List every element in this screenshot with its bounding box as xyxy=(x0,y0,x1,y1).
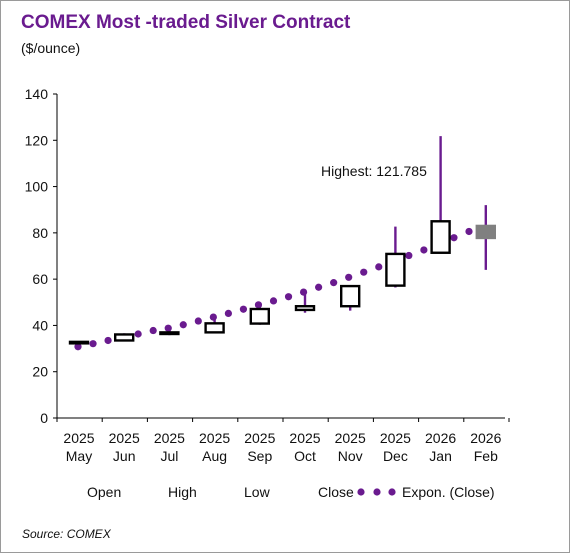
trend-dot xyxy=(345,273,353,281)
x-tick-label-year: 2026 xyxy=(470,430,501,446)
x-tick-label-year: 2025 xyxy=(154,430,185,446)
y-tick-label: 0 xyxy=(40,410,48,426)
trend-dot xyxy=(315,283,323,291)
candle-body xyxy=(204,322,225,334)
x-tick-label-month: Nov xyxy=(338,448,363,464)
trend-dot xyxy=(420,246,428,254)
candle-series xyxy=(68,136,496,345)
unit-label: ($/ounce) xyxy=(21,40,81,56)
trend-dot xyxy=(269,297,278,305)
candle-body xyxy=(159,331,180,336)
legend-trend-marker xyxy=(388,488,396,496)
trend-dot xyxy=(104,336,112,345)
x-tick-label-year: 2025 xyxy=(289,430,320,446)
x-tick-label-year: 2025 xyxy=(244,430,275,446)
trend-dot xyxy=(284,293,293,301)
trend-dot xyxy=(224,309,232,317)
y-tick-label: 60 xyxy=(32,271,48,287)
source-note: Source: COMEX xyxy=(22,527,111,541)
y-tick-label: 80 xyxy=(32,225,48,241)
candle-body xyxy=(430,220,451,254)
trend-dot xyxy=(149,326,157,335)
trend-dot xyxy=(375,263,383,271)
x-tick-label-month: May xyxy=(66,448,92,464)
y-axis: 0 20 40 60 80 100 120 140 xyxy=(25,86,58,426)
chart-title: COMEX Most -traded Silver Contract xyxy=(21,12,351,33)
legend-trend-marker xyxy=(357,488,365,496)
legend-high: High xyxy=(168,484,197,500)
annotations: Highest: 121.785 xyxy=(321,163,427,179)
legend-low: Low xyxy=(244,484,271,500)
x-tick-label-month: Aug xyxy=(202,448,227,464)
candle-body xyxy=(475,224,496,240)
trend-dot xyxy=(209,313,217,321)
legend-close: Close xyxy=(318,484,354,500)
x-axis: 2025 May 2025 Jun 2025 Jul 2025 Aug 2025 Sep 2025 O… xyxy=(56,417,510,464)
y-tick-label: 40 xyxy=(32,317,48,333)
trend-dot xyxy=(465,227,473,236)
trend-dot xyxy=(405,251,413,260)
trend-dot xyxy=(330,279,338,287)
candle-body xyxy=(113,333,135,342)
candle-body xyxy=(249,307,271,325)
trend-dot xyxy=(450,234,458,242)
trend-dot xyxy=(74,343,82,351)
x-tick-label-year: 2026 xyxy=(425,430,456,446)
x-tick-label-month: Oct xyxy=(294,448,316,464)
x-tick-label-month: Dec xyxy=(383,448,408,464)
candle-body xyxy=(294,305,316,312)
trend-dot xyxy=(194,317,202,325)
trend-dot xyxy=(179,321,187,329)
x-tick-label-month: Jan xyxy=(429,448,452,464)
x-tick-label-month: Jun xyxy=(113,448,136,464)
y-tick-label: 120 xyxy=(25,132,49,148)
x-tick-label-year: 2025 xyxy=(335,430,366,446)
trend-series xyxy=(74,227,473,351)
trend-dot xyxy=(360,268,368,276)
x-tick-label-year: 2025 xyxy=(199,430,230,446)
highest-annotation: Highest: 121.785 xyxy=(321,163,427,179)
y-tick-label: 140 xyxy=(25,86,49,102)
x-tick-label-month: Feb xyxy=(474,448,498,464)
trend-dot xyxy=(89,340,97,348)
y-tick-label: 20 xyxy=(32,364,48,380)
candle-body xyxy=(68,340,90,345)
legend-trend-marker xyxy=(373,488,381,496)
legend-open: Open xyxy=(87,484,121,500)
legend: Open High Low Close Expon. (Close) xyxy=(87,484,495,500)
candle-body xyxy=(385,252,406,287)
x-tick-label-year: 2025 xyxy=(380,430,411,446)
trend-dot xyxy=(134,330,142,338)
legend-trend: Expon. (Close) xyxy=(402,484,495,500)
trend-dot xyxy=(239,305,248,313)
x-tick-label-month: Jul xyxy=(160,448,178,464)
x-tick-label-year: 2025 xyxy=(63,430,94,446)
trend-dot xyxy=(254,301,263,309)
x-tick-label-year: 2025 xyxy=(109,430,140,446)
x-tick-label-month: Sep xyxy=(247,448,272,464)
y-tick-label: 100 xyxy=(25,179,49,195)
candle-body xyxy=(340,284,361,308)
